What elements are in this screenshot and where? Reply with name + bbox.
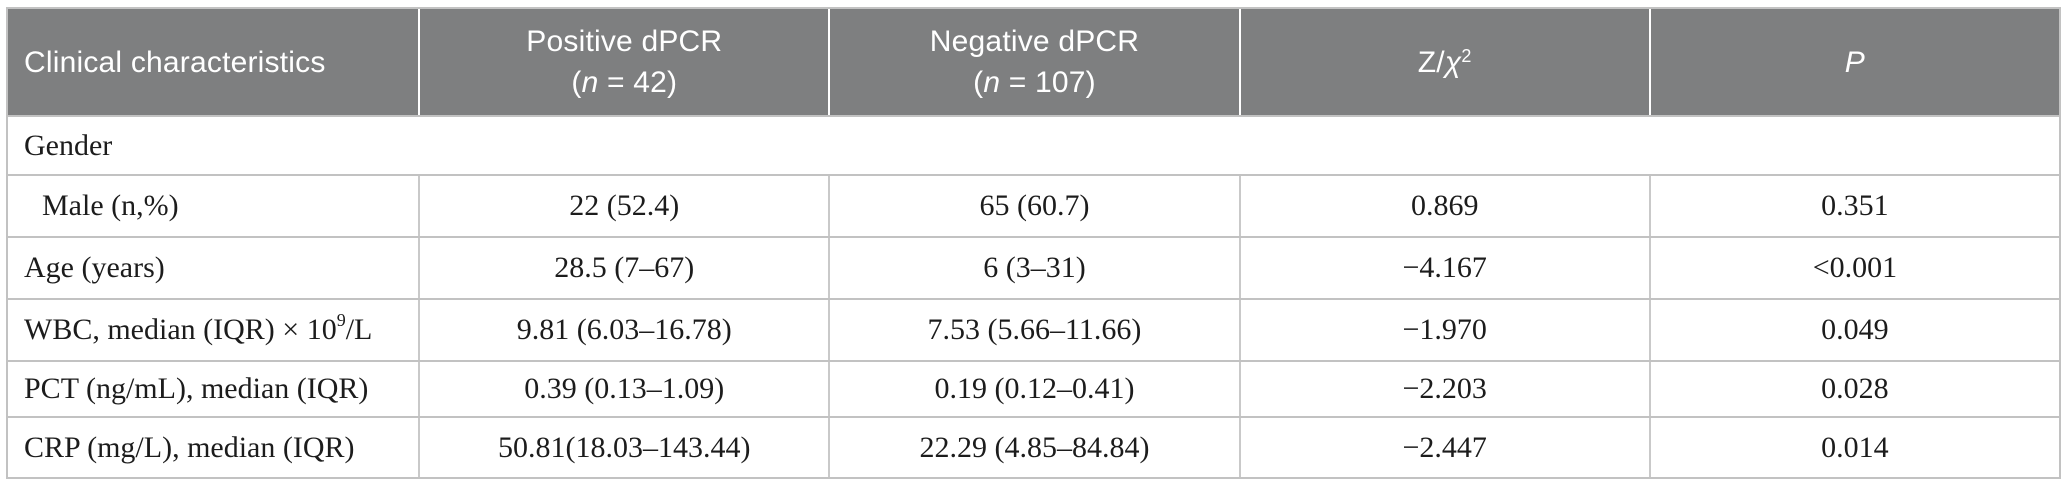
cell-pct-p: 0.028 bbox=[1648, 362, 2059, 416]
header-clinical-characteristics: Clinical characteristics bbox=[8, 9, 418, 115]
row-label-male: Male (n,%) bbox=[42, 189, 179, 222]
header-z-chi-squared: Z/χ2 bbox=[1238, 9, 1649, 115]
cell-crp-negative: 22.29 (4.85–84.84) bbox=[828, 418, 1238, 477]
table-row-age: Age (years) 28.5 (7–67) 6 (3–31) −4.167 … bbox=[8, 236, 2059, 298]
table-row-wbc: WBC, median (IQR) × 10 9/L 9.81 (6.03–16.… bbox=[8, 298, 2059, 360]
cell-crp-positive: 50.81(18.03–143.44) bbox=[418, 418, 828, 477]
header-clinical-characteristics-label: Clinical characteristics bbox=[24, 45, 326, 79]
cell-male-p: 0.351 bbox=[1648, 176, 2059, 236]
table-row-male: Male (n,%) 22 (52.4) 65 (60.7) 0.869 0.3… bbox=[8, 174, 2059, 236]
header-positive-dpcr-line1: Positive dPCR bbox=[526, 25, 723, 58]
section-row-gender-label: Gender bbox=[24, 128, 113, 162]
cell-age-negative: 6 (3–31) bbox=[828, 238, 1238, 298]
clinical-characteristics-table: Clinical characteristics Positive dPCR (… bbox=[6, 7, 2061, 479]
section-row-gender: Gender bbox=[8, 115, 2059, 174]
row-label-pct: PCT (ng/mL), median (IQR) bbox=[24, 372, 369, 405]
table-row-pct: PCT (ng/mL), median (IQR) 0.39 (0.13–1.0… bbox=[8, 360, 2059, 416]
cell-pct-positive: 0.39 (0.13–1.09) bbox=[418, 362, 828, 416]
cell-age-positive: 28.5 (7–67) bbox=[418, 238, 828, 298]
cell-wbc-positive: 9.81 (6.03–16.78) bbox=[418, 300, 828, 360]
header-negative-dpcr-line1: Negative dPCR bbox=[929, 25, 1140, 58]
header-negative-dpcr: Negative dPCR (n = 107) bbox=[828, 9, 1238, 115]
cell-pct-z: −2.203 bbox=[1238, 362, 1649, 416]
cell-pct-negative: 0.19 (0.12–0.41) bbox=[828, 362, 1238, 416]
cell-age-p: <0.001 bbox=[1648, 238, 2059, 298]
header-z-chi-squared-label: Z/χ2 bbox=[1417, 45, 1472, 79]
cell-male-positive: 22 (52.4) bbox=[418, 176, 828, 236]
cell-wbc-p: 0.049 bbox=[1648, 300, 2059, 360]
cell-crp-z: −2.447 bbox=[1238, 418, 1649, 477]
row-label-wbc: WBC, median (IQR) × 10 9/L bbox=[24, 310, 373, 346]
table-row-crp: CRP (mg/L), median (IQR) 50.81(18.03–143… bbox=[8, 416, 2059, 477]
header-p-value: P bbox=[1648, 9, 2059, 115]
row-label-crp: CRP (mg/L), median (IQR) bbox=[24, 430, 355, 464]
header-positive-dpcr: Positive dPCR (n = 42) bbox=[418, 9, 828, 115]
cell-wbc-z: −1.970 bbox=[1238, 300, 1649, 360]
table-header-row: Clinical characteristics Positive dPCR (… bbox=[8, 9, 2059, 115]
cell-age-z: −4.167 bbox=[1238, 238, 1649, 298]
header-negative-dpcr-line2: (n = 107) bbox=[973, 66, 1096, 99]
header-positive-dpcr-line2: (n = 42) bbox=[571, 66, 678, 99]
cell-crp-p: 0.014 bbox=[1648, 418, 2059, 477]
row-label-age: Age (years) bbox=[24, 251, 165, 284]
cell-male-z: 0.869 bbox=[1238, 176, 1649, 236]
cell-male-negative: 65 (60.7) bbox=[828, 176, 1238, 236]
cell-wbc-negative: 7.53 (5.66–11.66) bbox=[828, 300, 1238, 360]
